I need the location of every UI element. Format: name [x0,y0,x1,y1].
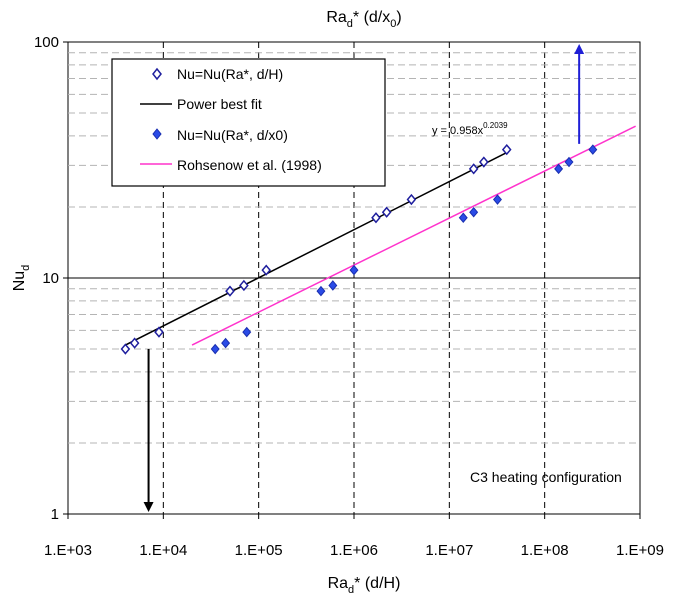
data-point-open-diamond [406,193,417,206]
legend-marker-open-diamond [152,67,162,81]
x-tick-label: 1.E+06 [330,542,378,559]
data-point-open-diamond [468,163,479,175]
data-point-filled-diamond [458,212,468,224]
data-point-filled-diamond [349,264,359,276]
x-axis-title: Rad* (d/H) [328,575,401,596]
data-point-open-diamond [225,285,235,297]
legend-label-series-3: Nu=Nu(Ra*, d/x0) [177,127,288,143]
x-tick-label: 1.E+07 [425,542,473,559]
data-point-filled-diamond [564,156,574,168]
power-best-fit-line [125,151,508,346]
arrow-head [143,502,154,512]
data-point-open-diamond [129,337,140,349]
data-point-filled-diamond [588,144,598,155]
x-tick-label: 1.E+03 [44,542,92,559]
legend-label-series-4: Rohsenow et al. (1998) [177,157,322,173]
data-point-open-diamond [371,212,381,224]
legend: Nu=Nu(Ra*, d/H) Power best fit Nu=Nu(Ra*… [111,58,386,187]
data-point-filled-diamond [316,285,326,297]
data-point-filled-diamond [493,194,502,205]
series-points [120,143,598,355]
data-point-open-diamond [501,143,512,156]
series-lines [125,125,636,346]
legend-marker-filled-diamond [152,128,162,140]
rohsenow-line [191,125,636,346]
data-point-filled-diamond [469,206,479,218]
x-tick-label: 1.E+05 [235,542,283,559]
arrow-head [574,44,585,54]
data-point-open-diamond [261,264,272,276]
data-point-filled-diamond [210,343,220,355]
annotation-label: C3 heating configuration [470,469,622,485]
legend-box [111,58,386,187]
data-point-open-diamond [381,206,392,218]
data-point-open-diamond [120,343,131,355]
y-tick-label: 100 [34,34,59,51]
y-tick-label: 1 [51,506,59,523]
x-tick-label: 1.E+04 [139,542,187,559]
top-axis-title: Rad* (d/x0) [326,9,401,30]
data-point-filled-diamond [242,326,252,338]
legend-label-series-1: Nu=Nu(Ra*, d/H) [177,66,283,82]
y-axis-ticks: 1 10 100 [34,34,68,523]
y-axis-title: Nud [11,265,32,292]
data-point-open-diamond [154,326,164,338]
data-point-filled-diamond [554,163,564,175]
arrows [143,44,585,512]
data-point-open-diamond [479,156,489,168]
legend-label-series-2: Power best fit [177,96,262,112]
fit-equation: y = 0.958x0.2039 [432,121,508,137]
x-axis-ticks: 1.E+03 1.E+04 1.E+05 1.E+06 1.E+07 1.E+08 1.E+… [44,514,664,559]
y-tick-label: 10 [42,270,59,287]
data-point-filled-diamond [221,337,231,349]
x-tick-label: 1.E+09 [616,542,664,559]
data-point-filled-diamond [328,280,338,291]
x-tick-label: 1.E+08 [521,542,569,559]
data-point-open-diamond [239,279,249,292]
